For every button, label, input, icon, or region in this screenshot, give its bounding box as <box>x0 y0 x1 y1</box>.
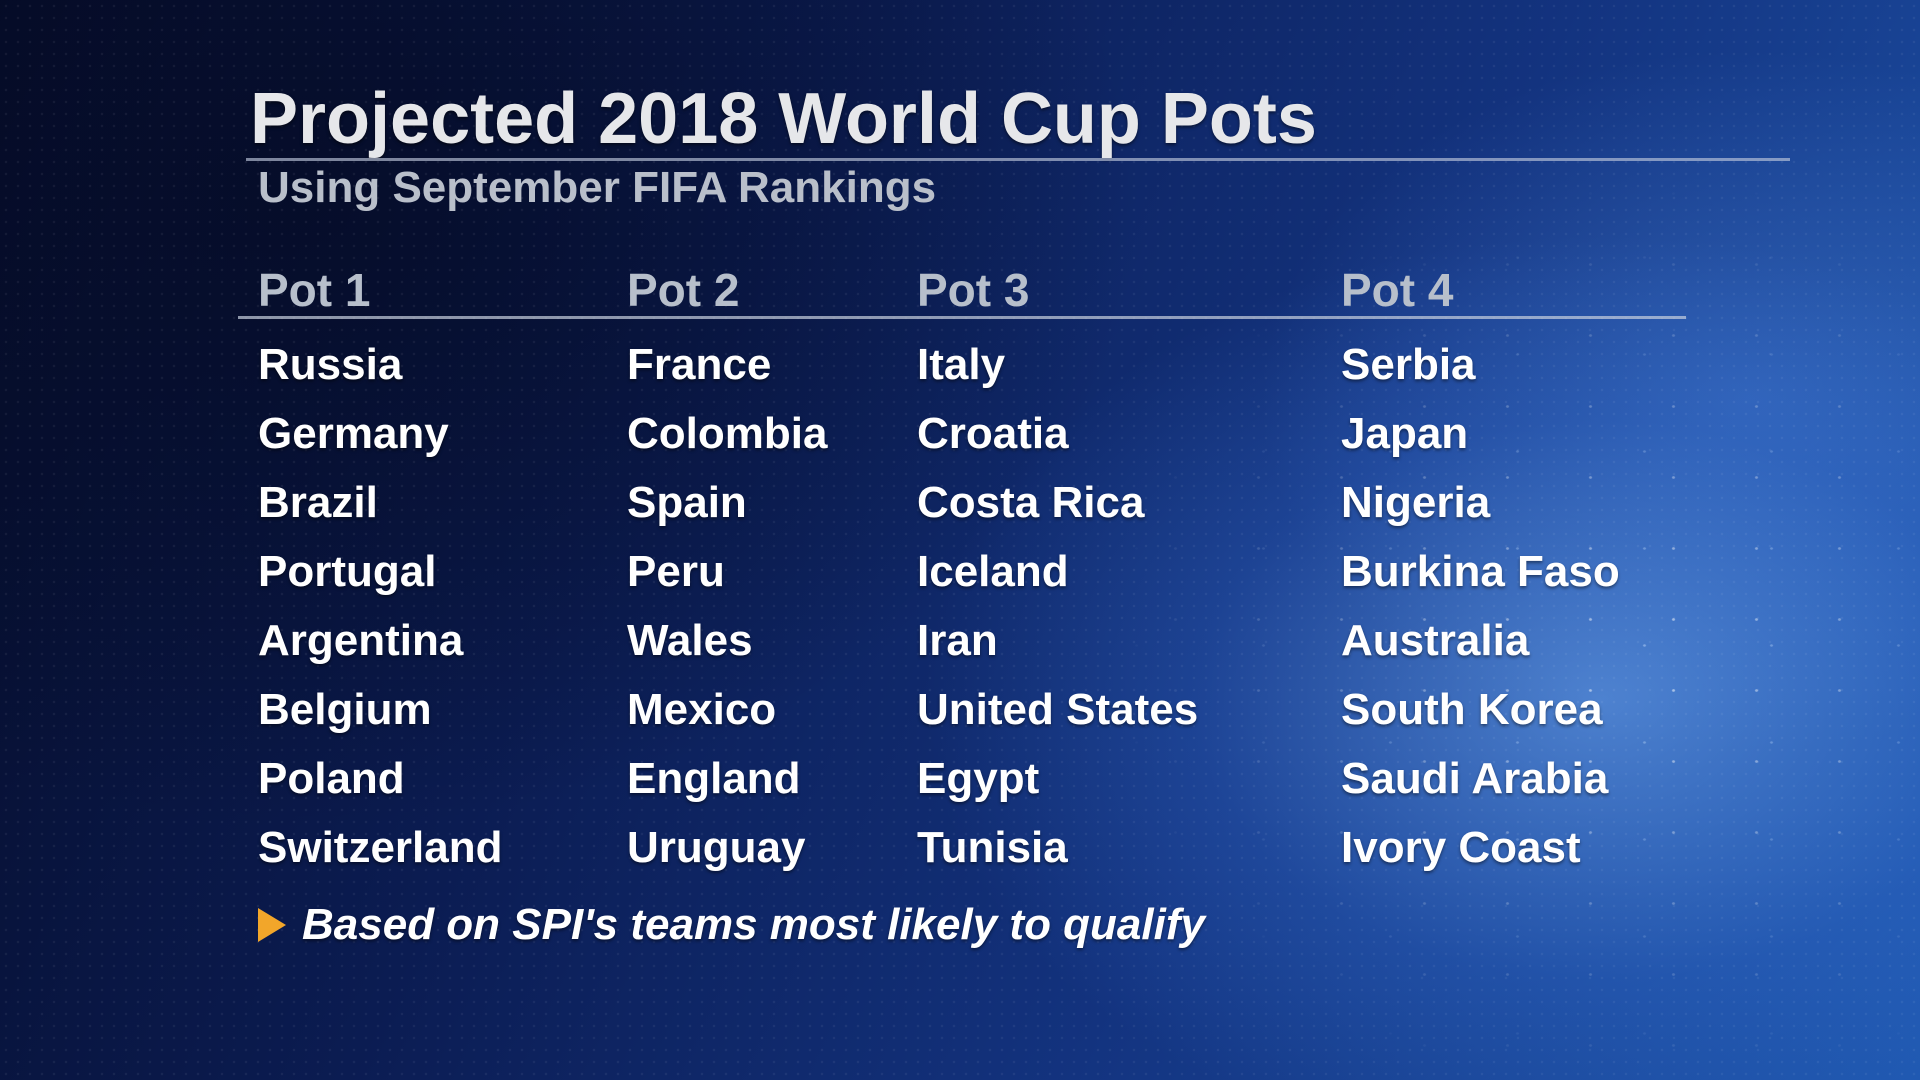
team-name: France <box>627 340 772 389</box>
team-list: Italy Croatia Costa Rica Iceland Iran Un… <box>917 330 1198 882</box>
team-name: Russia <box>258 340 403 389</box>
team-name: Iran <box>917 616 998 665</box>
pot-header-divider <box>238 316 1686 319</box>
team-list: France Colombia Spain Peru Wales Mexico … <box>627 330 827 882</box>
team-name: Spain <box>627 478 747 527</box>
team-name: Poland <box>258 754 405 803</box>
footnote-text: Based on SPI's teams most likely to qual… <box>302 900 1205 949</box>
title-divider <box>246 158 1790 161</box>
pot-header: Pot 4 <box>1341 264 1454 316</box>
team-name: Brazil <box>258 478 378 527</box>
pot-column-3: Pot 3 Italy Croatia Costa Rica Iceland I… <box>917 262 1198 872</box>
team-name: Mexico <box>627 685 777 734</box>
team-name: Iceland <box>917 547 1069 596</box>
team-name: Peru <box>627 547 725 596</box>
team-name: Germany <box>258 409 449 458</box>
team-name: Italy <box>917 340 1006 389</box>
team-name: Ivory Coast <box>1341 823 1581 872</box>
page-subtitle: Using September FIFA Rankings <box>258 163 937 212</box>
pot-header: Pot 1 <box>258 264 371 316</box>
pot-column-4: Pot 4 Serbia Japan Nigeria Burkina Faso … <box>1341 262 1620 872</box>
team-name: Portugal <box>258 547 437 596</box>
team-name: Tunisia <box>917 823 1068 872</box>
team-name: Uruguay <box>627 823 806 872</box>
team-name: Colombia <box>627 409 828 458</box>
pot-column-1: Pot 1 Russia Germany Brazil Portugal Arg… <box>258 262 503 872</box>
team-name: Egypt <box>917 754 1040 803</box>
team-name: Burkina Faso <box>1341 547 1620 596</box>
team-name: Wales <box>627 616 753 665</box>
team-name: United States <box>917 685 1199 734</box>
pot-header: Pot 2 <box>627 264 740 316</box>
team-name: Nigeria <box>1341 478 1491 527</box>
team-name: Serbia <box>1341 340 1476 389</box>
team-name: Saudi Arabia <box>1341 754 1609 803</box>
team-name: Belgium <box>258 685 432 734</box>
team-name: Australia <box>1341 616 1530 665</box>
page-title: Projected 2018 World Cup Pots <box>250 79 1317 159</box>
footnote: Based on SPI's teams most likely to qual… <box>258 900 1205 950</box>
team-name: Switzerland <box>258 823 503 872</box>
team-name: Japan <box>1341 409 1469 458</box>
team-name: Costa Rica <box>917 478 1145 527</box>
team-list: Serbia Japan Nigeria Burkina Faso Austra… <box>1341 330 1620 882</box>
team-name: Croatia <box>917 409 1069 458</box>
play-arrow-icon <box>258 908 286 942</box>
team-name: Argentina <box>258 616 464 665</box>
pot-header: Pot 3 <box>917 264 1030 316</box>
pot-column-2: Pot 2 France Colombia Spain Peru Wales M… <box>627 262 827 872</box>
team-name: England <box>627 754 801 803</box>
team-name: South Korea <box>1341 685 1603 734</box>
team-list: Russia Germany Brazil Portugal Argentina… <box>258 330 503 882</box>
